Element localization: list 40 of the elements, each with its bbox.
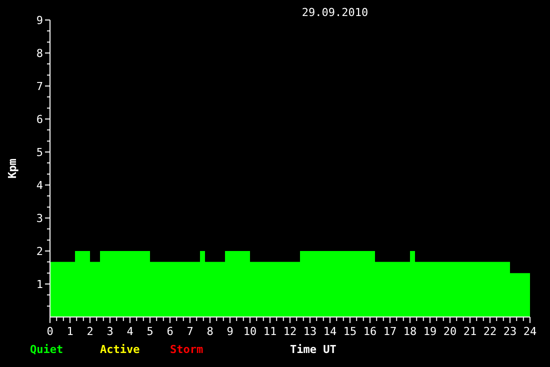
x-tick-label: 24 (523, 325, 537, 338)
x-tick-label: 6 (166, 325, 174, 338)
x-tick-label: 21 (463, 325, 477, 338)
x-tick-label: 19 (423, 325, 437, 338)
x-tick-label: 2 (86, 325, 94, 338)
y-axis-title: Kpm (6, 158, 19, 178)
text: Quiet (30, 343, 64, 356)
x-tick-label: 15 (343, 325, 357, 338)
x-tick-label: 14 (323, 325, 337, 338)
x-tick-label: 0 (46, 325, 54, 338)
x-tick-label: 9 (226, 325, 234, 338)
x-axis-title: Time UT (290, 343, 337, 356)
y-tick-label: 8 (36, 47, 43, 60)
y-tick-label: 7 (36, 80, 43, 93)
x-tick-label: 17 (383, 325, 397, 338)
y-tick-label: 3 (36, 212, 43, 225)
y-tick-label: 1 (36, 278, 43, 291)
y-tick-label: 2 (36, 245, 43, 258)
y-tick-label: 5 (36, 146, 43, 159)
x-tick-label: 16 (363, 325, 377, 338)
x-tick-label: 8 (206, 325, 214, 338)
x-tick-label: 18 (403, 325, 417, 338)
legend-label: Storm (170, 343, 204, 356)
legend-label: Active (100, 343, 140, 356)
x-tick-label: 5 (146, 325, 154, 338)
chart-title: 29.09.2010 (302, 6, 368, 19)
x-tick-label: 11 (263, 325, 277, 338)
y-tick-label: 4 (36, 179, 44, 192)
x-tick-label: 22 (483, 325, 497, 338)
x-tick-label: 3 (106, 325, 114, 338)
y-tick-label: 6 (36, 113, 43, 126)
x-tick-label: 7 (186, 325, 194, 338)
x-tick-label: 20 (443, 325, 457, 338)
x-tick-label: 23 (503, 325, 517, 338)
x-tick-label: 10 (243, 325, 257, 338)
x-tick-label: 13 (303, 325, 317, 338)
x-tick-label: 1 (66, 325, 74, 338)
x-tick-label: 4 (126, 325, 134, 338)
y-tick-label: 9 (36, 14, 43, 27)
x-tick-label: 12 (283, 325, 297, 338)
